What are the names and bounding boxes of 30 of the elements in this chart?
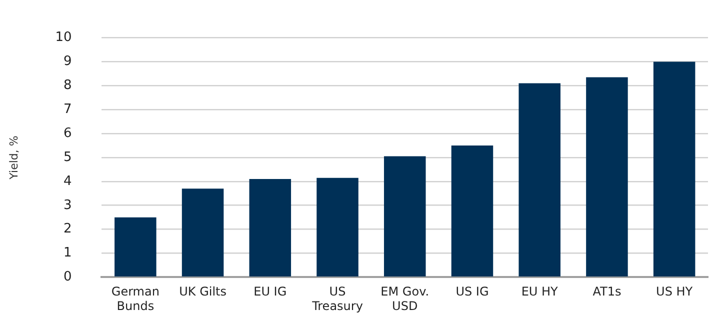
- bar: [586, 77, 628, 277]
- bar: [384, 156, 426, 277]
- y-tick-label: 4: [63, 174, 72, 189]
- bar: [451, 146, 494, 277]
- bar: [653, 62, 696, 277]
- y-tick-label: 7: [63, 102, 72, 117]
- bar: [316, 178, 358, 277]
- x-tick-label: EM Gov. USD: [380, 284, 430, 313]
- y-tick-label: 6: [63, 126, 72, 141]
- y-axis-title: Yield, %: [7, 136, 20, 180]
- x-tick-label: US HY: [656, 284, 694, 299]
- x-tick-label: US IG: [456, 284, 489, 299]
- bar: [114, 217, 156, 277]
- y-tick-label: 3: [63, 198, 72, 213]
- x-tick-label: EU HY: [521, 284, 559, 299]
- bar: [182, 188, 224, 277]
- x-tick-label: US Treasury: [311, 284, 363, 313]
- y-tick-label: 5: [63, 150, 72, 165]
- y-tick-label: 0: [63, 270, 72, 285]
- x-tick-label: UK Gilts: [179, 284, 226, 299]
- bar: [518, 83, 560, 277]
- y-tick-label: 9: [63, 54, 72, 70]
- y-tick-label: 8: [63, 78, 72, 94]
- x-tick-label: German Bunds: [111, 284, 160, 313]
- y-tick-label: 2: [63, 222, 72, 237]
- x-tick-label: EU IG: [254, 284, 287, 299]
- y-tick-label: 10: [55, 30, 72, 46]
- y-tick-label: 1: [63, 246, 72, 261]
- bar: [249, 179, 292, 277]
- x-tick-label: AT1s: [592, 284, 622, 299]
